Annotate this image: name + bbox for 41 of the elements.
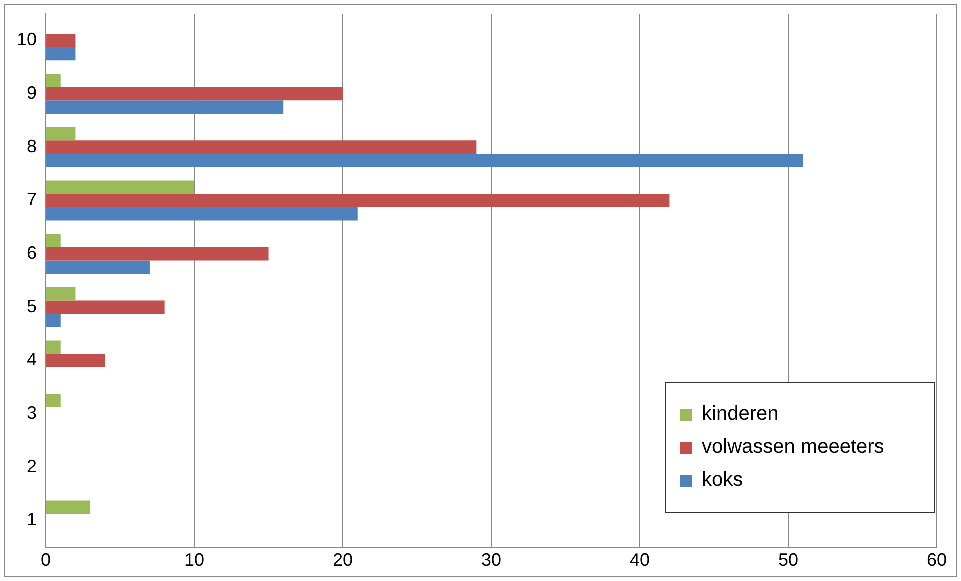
- x-tick-label: 0: [41, 550, 52, 570]
- y-tick-label: 4: [27, 350, 38, 370]
- y-tick-label: 3: [27, 403, 38, 424]
- bar: [46, 194, 670, 208]
- x-tick-label: 60: [926, 550, 948, 570]
- y-tick-label: 10: [16, 30, 38, 50]
- bar: [46, 180, 195, 194]
- bar: [46, 340, 61, 354]
- bar: [46, 500, 91, 514]
- x-tick-label: 20: [333, 550, 354, 570]
- x-tick-label: 10: [184, 550, 205, 570]
- y-tick-label: 2: [27, 456, 38, 476]
- bar: [46, 154, 804, 168]
- bar: [46, 47, 76, 61]
- legend-label: volwassen meeeters: [702, 436, 884, 459]
- bar: [46, 394, 61, 408]
- legend-label: kinderen: [702, 403, 779, 426]
- y-tick-label: 8: [27, 136, 38, 156]
- x-tick-label: 50: [778, 550, 799, 570]
- bar: [46, 87, 344, 101]
- y-tick-label: 1: [27, 510, 38, 530]
- bar: [46, 140, 477, 154]
- bar: [46, 207, 358, 221]
- bar: [46, 354, 106, 368]
- bar: [46, 34, 76, 48]
- bar: [46, 234, 61, 248]
- legend-label: koks: [702, 469, 744, 492]
- bar: [46, 247, 269, 261]
- bar: [46, 100, 284, 114]
- x-tick-label: 40: [630, 550, 650, 570]
- y-tick-label: 7: [27, 190, 38, 210]
- bar: [46, 260, 150, 274]
- x-tick-label: 30: [481, 550, 502, 570]
- bar: [46, 300, 165, 314]
- bar: [46, 287, 76, 301]
- y-tick-label: 9: [27, 82, 38, 103]
- bar: [46, 74, 61, 88]
- bar: [46, 127, 76, 141]
- y-tick-label: 5: [27, 296, 38, 316]
- y-tick-label: 6: [27, 243, 38, 263]
- bar: [46, 314, 61, 328]
